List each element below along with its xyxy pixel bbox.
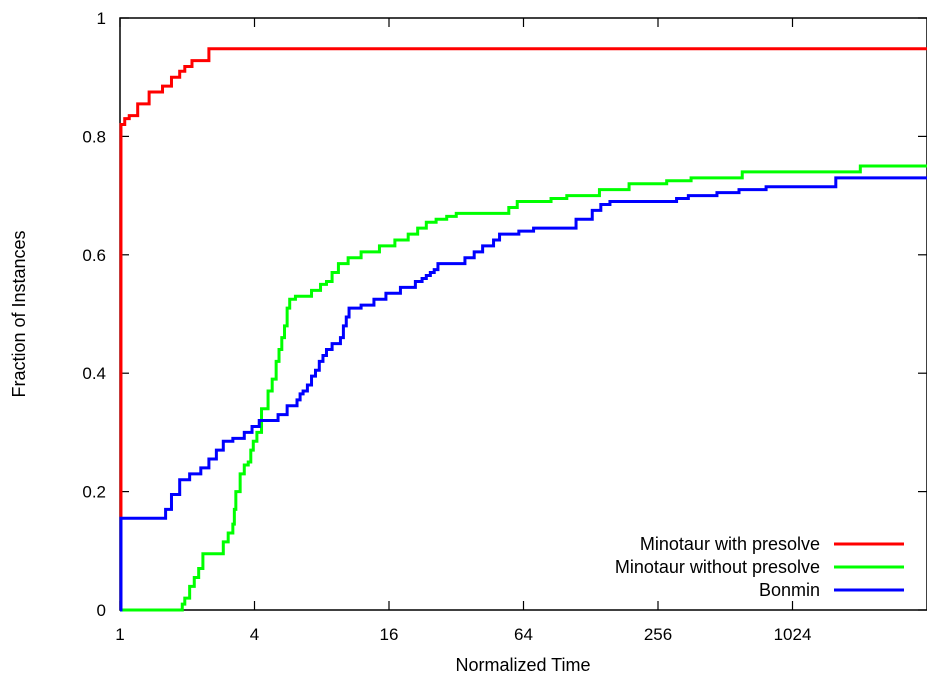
- y-tick-label: 0.2: [82, 483, 106, 502]
- x-tick-label: 16: [380, 625, 399, 644]
- y-tick-label: 0.8: [82, 127, 106, 146]
- tick-marks: [119, 17, 927, 611]
- legend: Minotaur with presolve Minotaur without p…: [615, 534, 904, 600]
- legend-label: Minotaur with presolve: [640, 534, 820, 554]
- y-axis-title: Fraction of Instances: [9, 230, 29, 397]
- y-tick-label: 0.6: [82, 246, 106, 265]
- series-lines: [119, 47, 927, 612]
- legend-label: Minotaur without presolve: [615, 557, 820, 577]
- y-tick-label: 0: [97, 601, 106, 620]
- series-line-1: [120, 164, 927, 612]
- tick-labels: 1 4 16 64 256 1024 0 0.2 0.4 0.6 0.8 1: [82, 9, 811, 644]
- x-tick-label: 4: [250, 625, 259, 644]
- y-tick-label: 0.4: [82, 364, 106, 383]
- series-line-0: [119, 47, 927, 612]
- x-tick-label: 1: [115, 625, 124, 644]
- y-tick-label: 1: [97, 9, 106, 28]
- x-tick-label: 1024: [774, 625, 812, 644]
- plot-frame: [119, 17, 927, 611]
- x-axis-title: Normalized Time: [455, 655, 590, 675]
- series-line-2: [119, 176, 927, 612]
- x-tick-label: 64: [514, 625, 533, 644]
- legend-label: Bonmin: [759, 580, 820, 600]
- x-tick-label: 256: [644, 625, 672, 644]
